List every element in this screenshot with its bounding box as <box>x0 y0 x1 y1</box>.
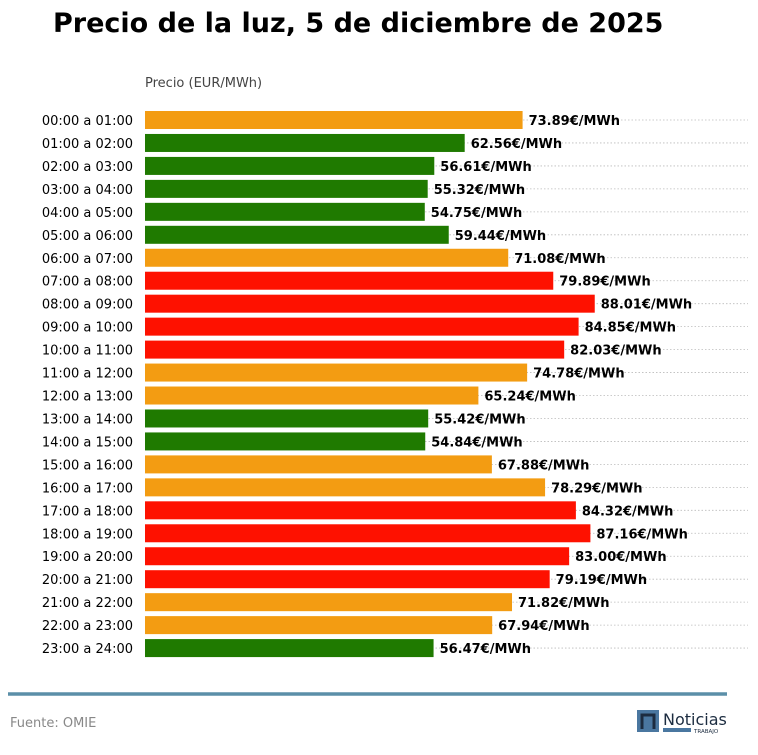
category-label: 07:00 a 08:00 <box>42 275 133 290</box>
category-label: 05:00 a 06:00 <box>42 229 133 244</box>
bar <box>145 111 523 129</box>
data-label: 84.32€/MWh <box>582 504 673 519</box>
category-label: 03:00 a 04:00 <box>42 183 133 198</box>
data-label: 56.61€/MWh <box>440 160 531 175</box>
data-label: 74.78€/MWh <box>533 367 624 382</box>
bar <box>145 639 434 658</box>
data-label: 55.32€/MWh <box>434 183 525 198</box>
source-text: Fuente: OMIE <box>10 716 96 731</box>
bar <box>145 340 565 359</box>
bar <box>145 455 492 474</box>
category-label: 17:00 a 18:00 <box>42 504 133 519</box>
category-label: 15:00 a 16:00 <box>42 458 133 473</box>
data-label: 88.01€/MWh <box>601 298 692 313</box>
bar <box>145 501 576 520</box>
bar <box>145 478 546 497</box>
data-label: 79.89€/MWh <box>559 275 650 290</box>
data-label: 71.82€/MWh <box>518 596 609 611</box>
bar <box>145 225 449 244</box>
data-label: 54.75€/MWh <box>431 206 522 221</box>
category-label: 01:00 a 02:00 <box>42 137 133 152</box>
bar <box>145 409 429 428</box>
bar <box>145 616 493 635</box>
data-label: 87.16€/MWh <box>596 527 687 542</box>
category-label: 22:00 a 23:00 <box>42 619 133 634</box>
category-label: 06:00 a 07:00 <box>42 252 133 267</box>
bar <box>145 363 528 382</box>
category-label: 23:00 a 24:00 <box>42 642 133 657</box>
data-label: 73.89€/MWh <box>529 114 620 129</box>
data-label: 83.00€/MWh <box>575 550 666 565</box>
noticias-trabajo-logo: Noticias TRABAJO <box>637 710 727 735</box>
bar <box>145 570 550 589</box>
bar <box>145 248 509 267</box>
category-label: 21:00 a 22:00 <box>42 596 133 611</box>
category-label: 18:00 a 19:00 <box>42 527 133 542</box>
chart-title: Precio de la luz, 5 de diciembre de 2025 <box>53 8 663 39</box>
bar <box>145 547 570 566</box>
bar <box>145 386 479 405</box>
data-label: 78.29€/MWh <box>551 481 642 496</box>
data-label: 54.84€/MWh <box>431 435 522 450</box>
bar <box>145 202 425 221</box>
category-label: 19:00 a 20:00 <box>42 550 133 565</box>
data-label: 67.94€/MWh <box>498 619 589 634</box>
category-label: 14:00 a 15:00 <box>42 435 133 450</box>
data-label: 56.47€/MWh <box>440 642 531 657</box>
bar <box>145 593 513 612</box>
data-label: 84.85€/MWh <box>585 321 676 336</box>
data-label: 79.19€/MWh <box>556 573 647 588</box>
data-label: 71.08€/MWh <box>514 252 605 267</box>
category-label: 02:00 a 03:00 <box>42 160 133 175</box>
data-label: 82.03€/MWh <box>570 344 661 359</box>
data-label: 67.88€/MWh <box>498 458 589 473</box>
x-axis-label: Precio (EUR/MWh) <box>145 76 262 91</box>
category-label: 09:00 a 10:00 <box>42 321 133 336</box>
category-label: 11:00 a 12:00 <box>42 367 133 382</box>
logo-text: Noticias <box>663 710 727 729</box>
category-label: 13:00 a 14:00 <box>42 412 133 427</box>
category-label: 16:00 a 17:00 <box>42 481 133 496</box>
category-label: 04:00 a 05:00 <box>42 206 133 221</box>
bar <box>145 179 428 198</box>
bar <box>145 432 426 451</box>
bar <box>145 317 579 336</box>
data-label: 65.24€/MWh <box>484 390 575 405</box>
bar <box>145 524 591 543</box>
data-label: 55.42€/MWh <box>434 412 525 427</box>
category-label: 10:00 a 11:00 <box>42 344 133 359</box>
category-label: 20:00 a 21:00 <box>42 573 133 588</box>
bar <box>145 271 554 290</box>
bar <box>145 133 465 152</box>
category-label: 08:00 a 09:00 <box>42 298 133 313</box>
data-label: 59.44€/MWh <box>455 229 546 244</box>
category-label: 00:00 a 01:00 <box>42 114 133 129</box>
logo-subtext: TRABAJO <box>693 729 719 735</box>
category-label: 12:00 a 13:00 <box>42 390 133 405</box>
data-label: 62.56€/MWh <box>471 137 562 152</box>
chart-rows: 00:00 a 01:00 73.89€/MWh 01:00 a 02:00 62.5… <box>42 111 748 658</box>
bar <box>145 156 435 175</box>
bar <box>145 294 595 313</box>
